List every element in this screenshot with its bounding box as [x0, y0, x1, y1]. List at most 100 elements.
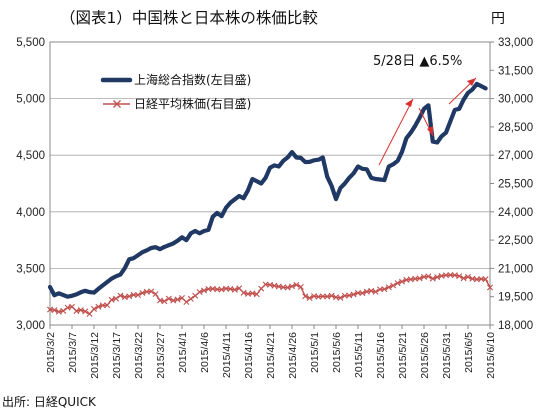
plot-frame [49, 41, 491, 326]
series-marker [60, 307, 67, 314]
series-marker [117, 292, 124, 299]
legend-label-nikkei: 日経平均株価(右目盛) [134, 96, 251, 111]
series-marker [240, 289, 247, 296]
left-tick-label: 5,000 [16, 94, 45, 106]
left-tick-label: 4,000 [16, 207, 45, 219]
series-marker [161, 298, 168, 305]
legend-marker-nikkei [113, 100, 121, 108]
series-marker [201, 287, 207, 294]
series-marker [267, 281, 273, 288]
series-marker [64, 304, 71, 311]
series-marker [249, 290, 256, 297]
series-marker [456, 273, 463, 280]
series-marker [86, 310, 93, 317]
x-tick-label: 2015/5/11 [353, 332, 365, 378]
x-tick-label: 2015/5/16 [375, 332, 387, 379]
left-tick-label: 3,500 [16, 263, 45, 275]
series-marker [82, 308, 89, 315]
right-tick-label: 28,500 [498, 122, 533, 134]
x-tick-label: 2015/3/12 [89, 332, 101, 379]
right-tick-label: 27,000 [498, 150, 533, 162]
left-tick-label: 5,500 [16, 37, 45, 49]
series-marker [152, 291, 159, 298]
series-marker [95, 303, 102, 310]
x-tick-label: 2015/4/11 [221, 332, 233, 378]
series-marker [148, 288, 155, 295]
x-tick-label: 2015/6/10 [485, 332, 497, 379]
series-marker [91, 305, 97, 312]
series-layer [47, 81, 493, 317]
annotation-arrow-drop [418, 107, 434, 137]
series-marker [289, 283, 295, 290]
source-note: 出所: 日経QUICK [2, 395, 96, 409]
right-tick-label: 19,500 [498, 292, 533, 304]
x-tick-label: 2015/3/17 [111, 332, 123, 379]
right-tick-label: 33,000 [498, 37, 533, 49]
series-marker [218, 286, 225, 293]
series-marker [337, 294, 344, 301]
x-tick-label: 2015/4/26 [287, 332, 299, 379]
chart-title: （図表1）中国株と日本株の株価比較 [60, 9, 318, 27]
series-marker [487, 284, 493, 291]
series-marker [451, 272, 458, 279]
series-marker [434, 274, 441, 281]
right-tick-label: 24,000 [498, 207, 533, 219]
series-marker [135, 292, 141, 298]
x-axis: 2015/3/2 2015/3/7 2015/3/12 2015/3/17 2015/3… [45, 325, 497, 379]
series-marker [196, 288, 203, 295]
series-marker [425, 273, 432, 280]
x-tick-label: 2015/6/5 [463, 332, 475, 373]
series-marker [55, 308, 62, 315]
series-marker [69, 303, 75, 310]
left-tick-label: 4,500 [16, 150, 45, 162]
x-tick-label: 2015/4/1 [177, 332, 189, 373]
right-tick-label: 31,500 [498, 65, 533, 77]
series-marker [328, 292, 335, 299]
series-line-1 [49, 274, 491, 315]
annotation-arrow-rise-1 [378, 98, 414, 166]
x-tick-label: 2015/5/31 [441, 332, 453, 379]
right-axis: 18,000 19,500 21,000 22,500 24,000 25,500 27,0… [490, 37, 533, 332]
left-axis: 3,000 3,500 4,000 4,500 5,000 5,500 [16, 37, 45, 332]
series-marker [236, 285, 243, 292]
series-marker [429, 275, 436, 282]
annotation-arrow-rise-2 [448, 77, 477, 105]
series-marker [51, 307, 58, 314]
series-marker [390, 282, 397, 289]
series-marker [113, 295, 119, 302]
annotation: 5/28日 ▲6.5% [373, 54, 477, 166]
x-tick-label: 2015/4/16 [243, 332, 255, 379]
series-marker [399, 278, 405, 285]
series-marker [139, 289, 146, 296]
right-tick-label: 22,500 [498, 235, 533, 247]
series-marker [126, 293, 133, 300]
series-marker [359, 290, 366, 297]
right-tick-label: 18,000 [498, 320, 533, 332]
x-tick-label: 2015/5/1 [309, 332, 321, 373]
series-marker [187, 295, 194, 302]
x-tick-label: 2015/3/27 [155, 332, 167, 379]
series-marker [284, 284, 291, 291]
x-tick-label: 2015/4/6 [199, 332, 211, 373]
series-marker [385, 284, 392, 291]
series-marker [372, 288, 379, 295]
series-marker [302, 293, 309, 300]
series-line-0 [47, 81, 488, 299]
series-marker [73, 308, 80, 315]
legend-label-shanghai: 上海総合指数(左目盛) [134, 72, 251, 87]
series-marker [350, 291, 357, 298]
legend: 上海総合指数(左目盛) 日経平均株価(右目盛) [100, 72, 251, 111]
series-marker [460, 275, 467, 282]
x-tick-label: 2015/3/22 [133, 332, 145, 379]
series-marker [482, 276, 489, 283]
series-marker [170, 297, 177, 304]
right-tick-label: 30,000 [498, 94, 533, 106]
x-tick-label: 2015/5/6 [331, 332, 343, 373]
x-tick-label: 2015/5/21 [397, 332, 409, 379]
gridlines [50, 98, 490, 269]
series-marker [165, 295, 172, 302]
series-marker [297, 283, 304, 290]
series-marker [174, 296, 181, 303]
x-tick-label: 2015/3/2 [45, 332, 57, 373]
